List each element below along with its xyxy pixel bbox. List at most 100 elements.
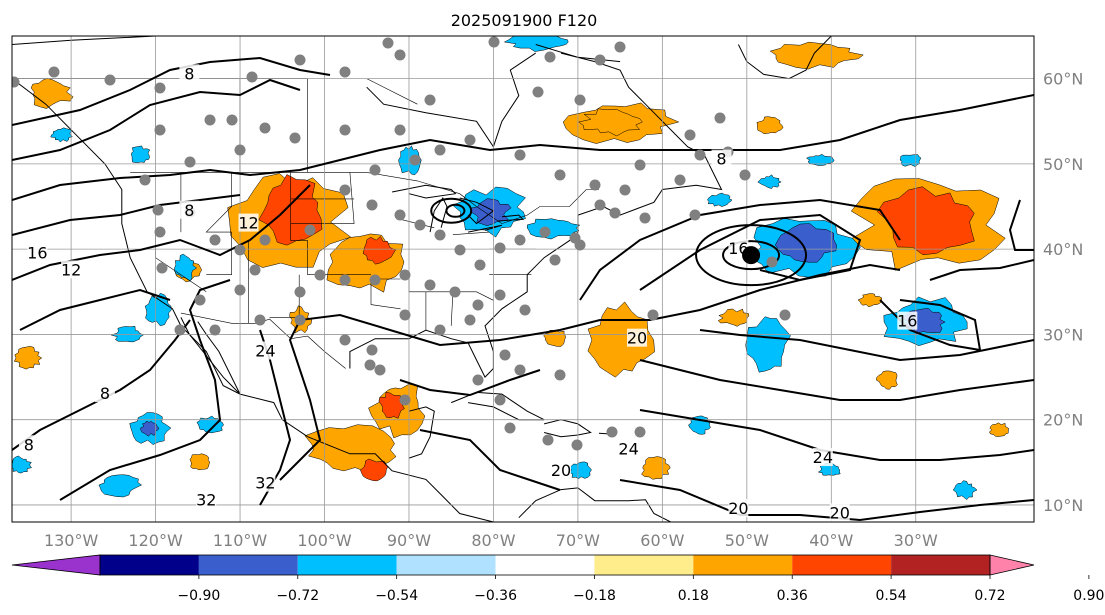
colorbar-bin xyxy=(792,555,892,575)
station-dot xyxy=(424,94,436,106)
colorbar-extend-low xyxy=(11,554,101,576)
station-dot xyxy=(472,299,484,311)
coastline xyxy=(349,52,723,378)
contour-closed xyxy=(430,197,473,224)
contour-line xyxy=(639,213,862,291)
station-dot xyxy=(184,156,196,168)
contour-line xyxy=(639,409,1034,461)
station-dot xyxy=(209,234,221,246)
latitude-tick-labels: 60°N 50°N 40°N 30°N 20°N 10°N xyxy=(1043,70,1083,515)
station-dot xyxy=(494,289,506,301)
contour-line xyxy=(419,429,561,491)
station-dot xyxy=(549,254,561,266)
station-dots-layer xyxy=(12,36,791,451)
station-dot xyxy=(514,364,526,376)
lat-tick-label: 30°N xyxy=(1043,325,1083,344)
station-dot xyxy=(304,224,316,236)
contour-line xyxy=(12,94,1034,201)
station-dot xyxy=(504,422,516,434)
station-dot xyxy=(554,169,566,181)
colorbar-tick-label: −0.36 xyxy=(474,588,517,604)
colorbar-bin xyxy=(495,555,595,575)
lon-tick-label: 90°W xyxy=(387,531,431,550)
contour-label-bg xyxy=(179,64,200,83)
station-dot xyxy=(366,344,378,356)
contour-label-bg xyxy=(196,490,217,509)
contour-label: 24 xyxy=(255,341,275,360)
station-dot xyxy=(366,199,378,211)
political-border xyxy=(205,172,232,275)
shaded-region xyxy=(378,391,405,419)
contour-label: 24 xyxy=(618,440,638,459)
lat-tick-label: 20°N xyxy=(1043,411,1083,430)
station-dot xyxy=(434,324,446,336)
shaded-region xyxy=(952,480,978,500)
station-dot xyxy=(409,154,421,166)
colorbar-bin xyxy=(693,555,793,575)
coastline xyxy=(451,391,545,421)
contour-label: 12 xyxy=(61,260,81,279)
station-dot xyxy=(154,82,166,94)
contour-label-bg xyxy=(179,200,200,219)
station-dot xyxy=(674,174,686,186)
political-border xyxy=(180,312,346,369)
colorbar-tick-label: −0.18 xyxy=(573,588,616,604)
station-dot xyxy=(499,349,511,361)
station-dot xyxy=(394,124,406,136)
station-dot xyxy=(209,324,221,336)
colorbar-tick-label: −0.54 xyxy=(375,588,418,604)
colorbar-bin xyxy=(594,555,694,575)
contour-line xyxy=(399,369,541,397)
station-dot xyxy=(574,94,586,106)
station-dot xyxy=(294,286,306,298)
contour-label: 16 xyxy=(897,312,917,331)
station-dot xyxy=(424,279,436,291)
contour-closed xyxy=(695,224,808,287)
shaded-region xyxy=(13,346,43,370)
center-marker xyxy=(742,246,761,265)
station-dot xyxy=(152,204,164,216)
station-dot xyxy=(254,314,266,326)
station-dot xyxy=(514,149,526,161)
station-dot xyxy=(339,184,351,196)
station-dot xyxy=(474,259,486,271)
station-dot xyxy=(694,149,706,161)
station-dot xyxy=(194,294,206,306)
contour-line xyxy=(12,78,301,161)
contour-label: 8 xyxy=(100,384,110,403)
colorbar-tick-label: 0.36 xyxy=(777,588,808,604)
station-dot xyxy=(606,426,618,438)
station-dot xyxy=(766,256,778,268)
political-border xyxy=(370,278,401,310)
station-dot xyxy=(382,37,394,49)
shaded-region xyxy=(769,41,864,70)
station-dot xyxy=(339,124,351,136)
coastline xyxy=(12,78,494,522)
shaded-region xyxy=(503,36,569,52)
station-dot xyxy=(739,169,751,181)
contour-line xyxy=(279,263,901,481)
shaded-region xyxy=(140,420,160,437)
map-background xyxy=(12,36,1034,522)
station-dot xyxy=(544,51,556,63)
shaded-region xyxy=(857,293,882,307)
coastline-layer xyxy=(12,36,832,522)
colorbar-frame xyxy=(99,554,991,576)
station-dot xyxy=(554,369,566,381)
shaded-region xyxy=(131,145,151,163)
station-dot xyxy=(414,219,426,231)
station-dot xyxy=(154,226,166,238)
political-border xyxy=(452,231,490,235)
shaded-region xyxy=(362,236,396,265)
station-dot xyxy=(634,159,646,171)
station-dot xyxy=(514,234,526,246)
colorbar-tick-label: 0.54 xyxy=(876,588,907,604)
contour-label-bg xyxy=(94,384,115,403)
contour-label-bg xyxy=(618,439,639,458)
station-dot xyxy=(779,309,791,321)
contour-line xyxy=(12,194,241,236)
station-dot xyxy=(339,274,351,286)
station-dot xyxy=(246,71,258,83)
